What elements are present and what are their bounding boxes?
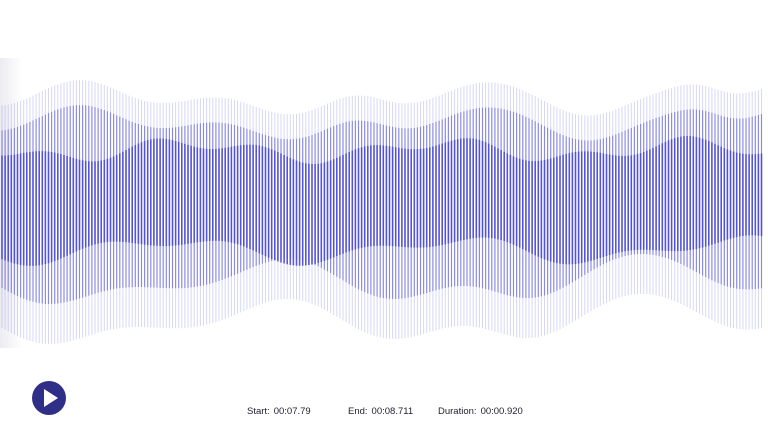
duration-time: Duration: 00:00.920 [438,406,523,417]
end-value: 00:08.711 [371,406,414,417]
play-icon [44,389,58,407]
start-label: Start: [247,406,270,417]
duration-value: 00:00.920 [480,406,523,417]
end-label: End: [348,406,368,417]
duration-label: Duration: [438,406,477,417]
play-button[interactable] [32,381,66,415]
start-time: Start: 00:07.79 [247,406,311,417]
start-value: 00:07.79 [273,406,311,417]
end-time: End: 00:08.711 [348,406,413,417]
